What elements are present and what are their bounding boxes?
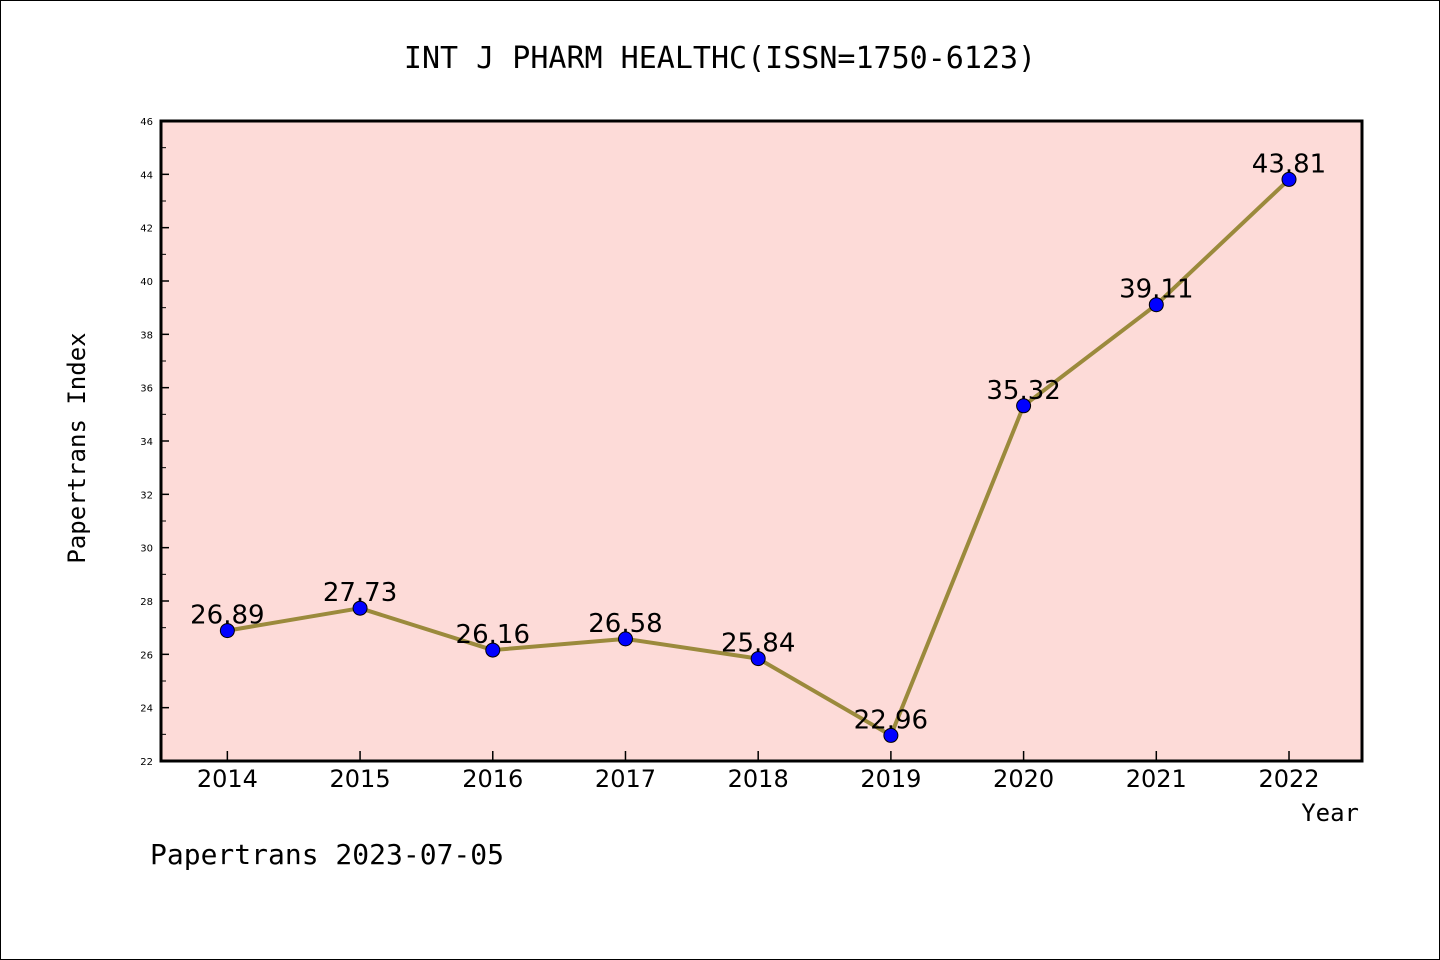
y-tick-label: 36: [140, 384, 153, 395]
series-markers: [219, 171, 1297, 743]
y-tick-label: 46: [140, 117, 153, 128]
x-tick-label: 2016: [462, 765, 523, 793]
data-point: [750, 651, 766, 667]
data-label: 27.73: [323, 578, 397, 608]
data-point: [617, 631, 633, 647]
y-tick-label: 38: [140, 330, 153, 341]
x-tick-label: 2022: [1258, 765, 1319, 793]
data-label: 26.16: [456, 620, 530, 650]
y-tick-label: 30: [140, 544, 153, 555]
x-tick-label: 2015: [330, 765, 391, 793]
data-point: [1281, 171, 1297, 187]
x-tick-label: 2019: [860, 765, 921, 793]
y-tick-label: 42: [140, 224, 153, 235]
y-tick-label: 32: [140, 490, 153, 501]
x-tick-label: 2017: [595, 765, 656, 793]
data-point: [485, 642, 501, 658]
data-label: 22.96: [854, 705, 928, 735]
data-label: 25.84: [721, 629, 795, 659]
data-point: [219, 623, 235, 639]
data-point: [1016, 398, 1032, 414]
data-label: 43.81: [1252, 149, 1326, 179]
data-label: 39.11: [1119, 275, 1193, 305]
data-label: 26.89: [190, 601, 264, 631]
data-point: [883, 727, 899, 743]
data-label: 35.32: [986, 376, 1060, 406]
x-tick-label: 2020: [993, 765, 1054, 793]
y-tick-label: 34: [140, 437, 153, 448]
y-tick-label: 24: [140, 704, 153, 715]
x-axis-label: Year: [1301, 799, 1359, 827]
x-tick-label: 2018: [728, 765, 789, 793]
data-point: [1148, 297, 1164, 313]
y-tick-label: 28: [140, 597, 153, 608]
data-label: 26.58: [588, 609, 662, 639]
y-tick-label: 40: [140, 277, 153, 288]
y-axis: 22 24 26 28 30 32 34 36 38 40 42 44 46: [140, 117, 169, 768]
data-labels: 26.89 27.73 26.16 26.58 25.84 22.96 35.32 39.11…: [190, 149, 1326, 735]
data-point: [352, 600, 368, 616]
footer-date-stamp: Papertrans 2023-07-05: [150, 838, 504, 871]
y-tick-label: 22: [140, 757, 153, 768]
y-axis-label: Papertrans Index: [63, 332, 91, 563]
x-axis: 2014 2015 2016 2017 2018 2019 2020 2021 2022: [197, 751, 1320, 793]
y-tick-label: 26: [140, 650, 153, 661]
chart-title: INT J PHARM HEALTHC(ISSN=1750-6123): [404, 41, 1036, 76]
y-tick-label: 44: [140, 170, 153, 181]
x-tick-label: 2021: [1126, 765, 1187, 793]
x-tick-label: 2014: [197, 765, 258, 793]
